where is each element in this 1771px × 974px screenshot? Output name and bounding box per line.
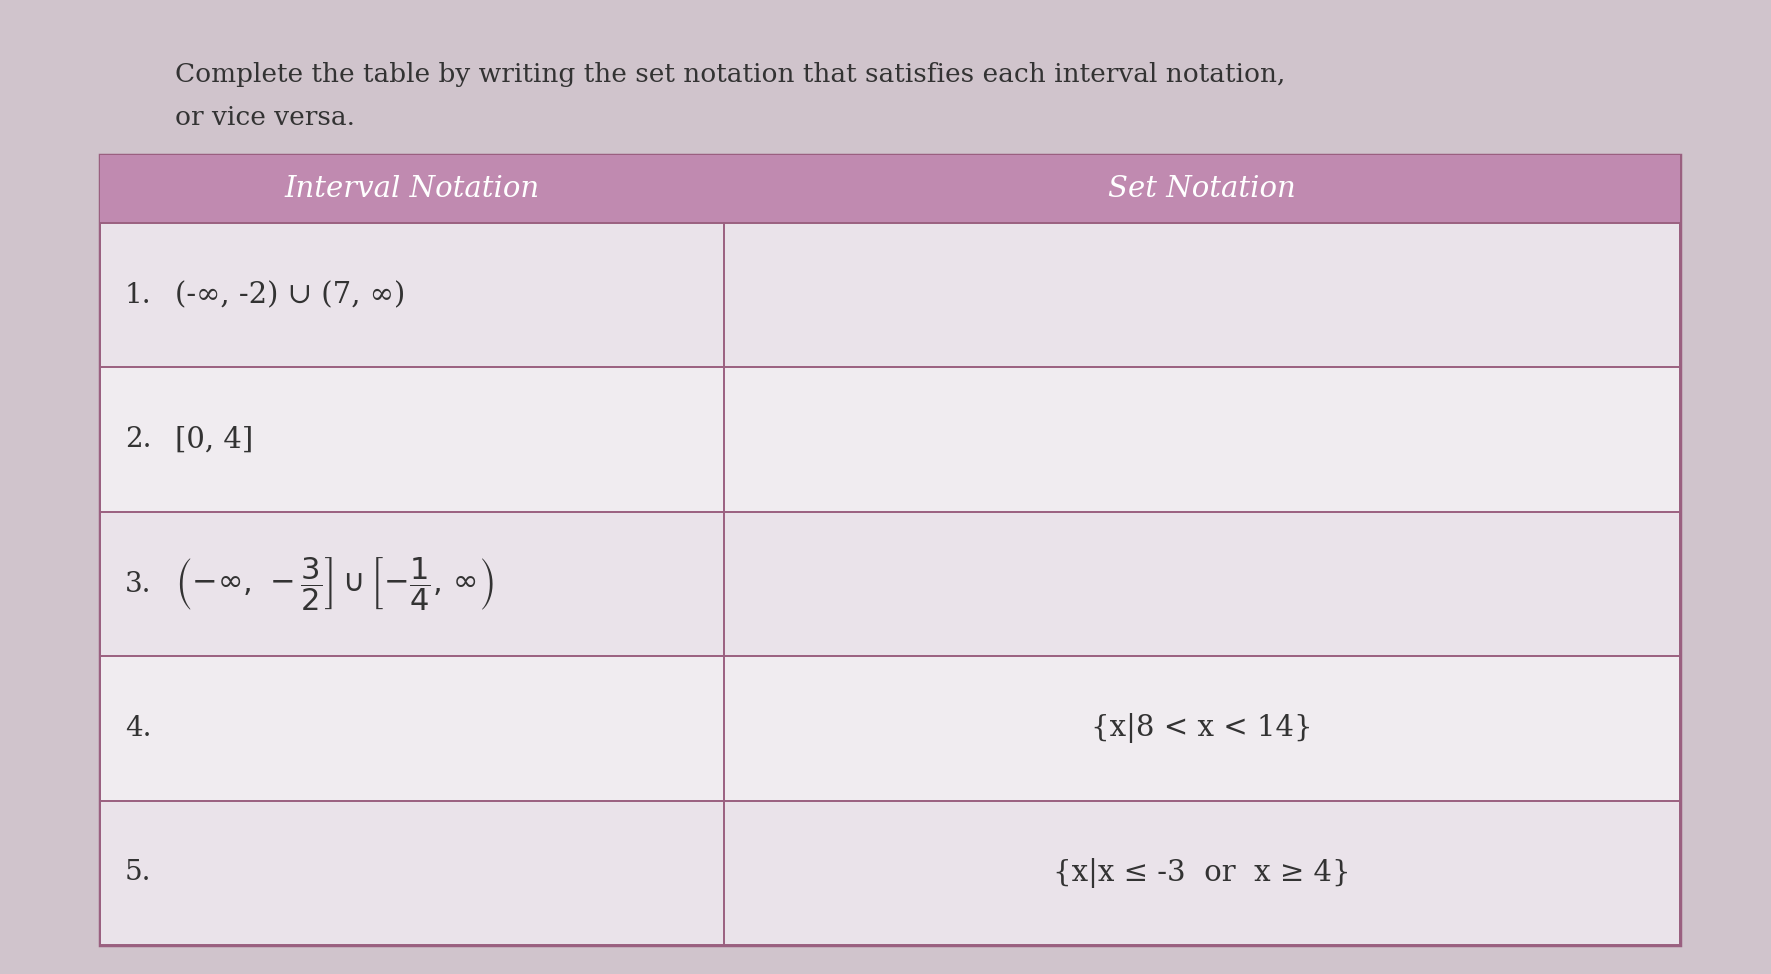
Text: 2.: 2.: [126, 426, 152, 453]
Text: or vice versa.: or vice versa.: [175, 105, 354, 130]
Text: $\left(-\infty,\,-\dfrac{3}{2}\right]\cup\left[-\dfrac{1}{4},\,\infty\right)$: $\left(-\infty,\,-\dfrac{3}{2}\right]\cu…: [175, 555, 494, 613]
Text: (-∞, -2) ∪ (7, ∞): (-∞, -2) ∪ (7, ∞): [175, 281, 406, 309]
Bar: [101, 656, 1679, 800]
Text: 4.: 4.: [126, 715, 152, 742]
Text: 1.: 1.: [126, 281, 152, 309]
Bar: [99, 155, 1681, 945]
Bar: [101, 801, 1679, 945]
Text: Interval Notation: Interval Notation: [285, 175, 540, 203]
Text: 3.: 3.: [126, 571, 152, 597]
Text: {x|8 < x < 14}: {x|8 < x < 14}: [1091, 713, 1312, 743]
Bar: [101, 223, 1679, 367]
Text: Complete the table by writing the set notation that satisfies each interval nota: Complete the table by writing the set no…: [175, 62, 1286, 87]
Text: Set Notation: Set Notation: [1109, 175, 1296, 203]
Bar: [99, 155, 1681, 223]
Text: 5.: 5.: [126, 859, 152, 886]
Bar: [101, 512, 1679, 656]
Text: [0, 4]: [0, 4]: [175, 426, 253, 454]
Text: {x|x ≤ -3  or  x ≥ 4}: {x|x ≤ -3 or x ≥ 4}: [1054, 858, 1351, 887]
Bar: [101, 368, 1679, 511]
